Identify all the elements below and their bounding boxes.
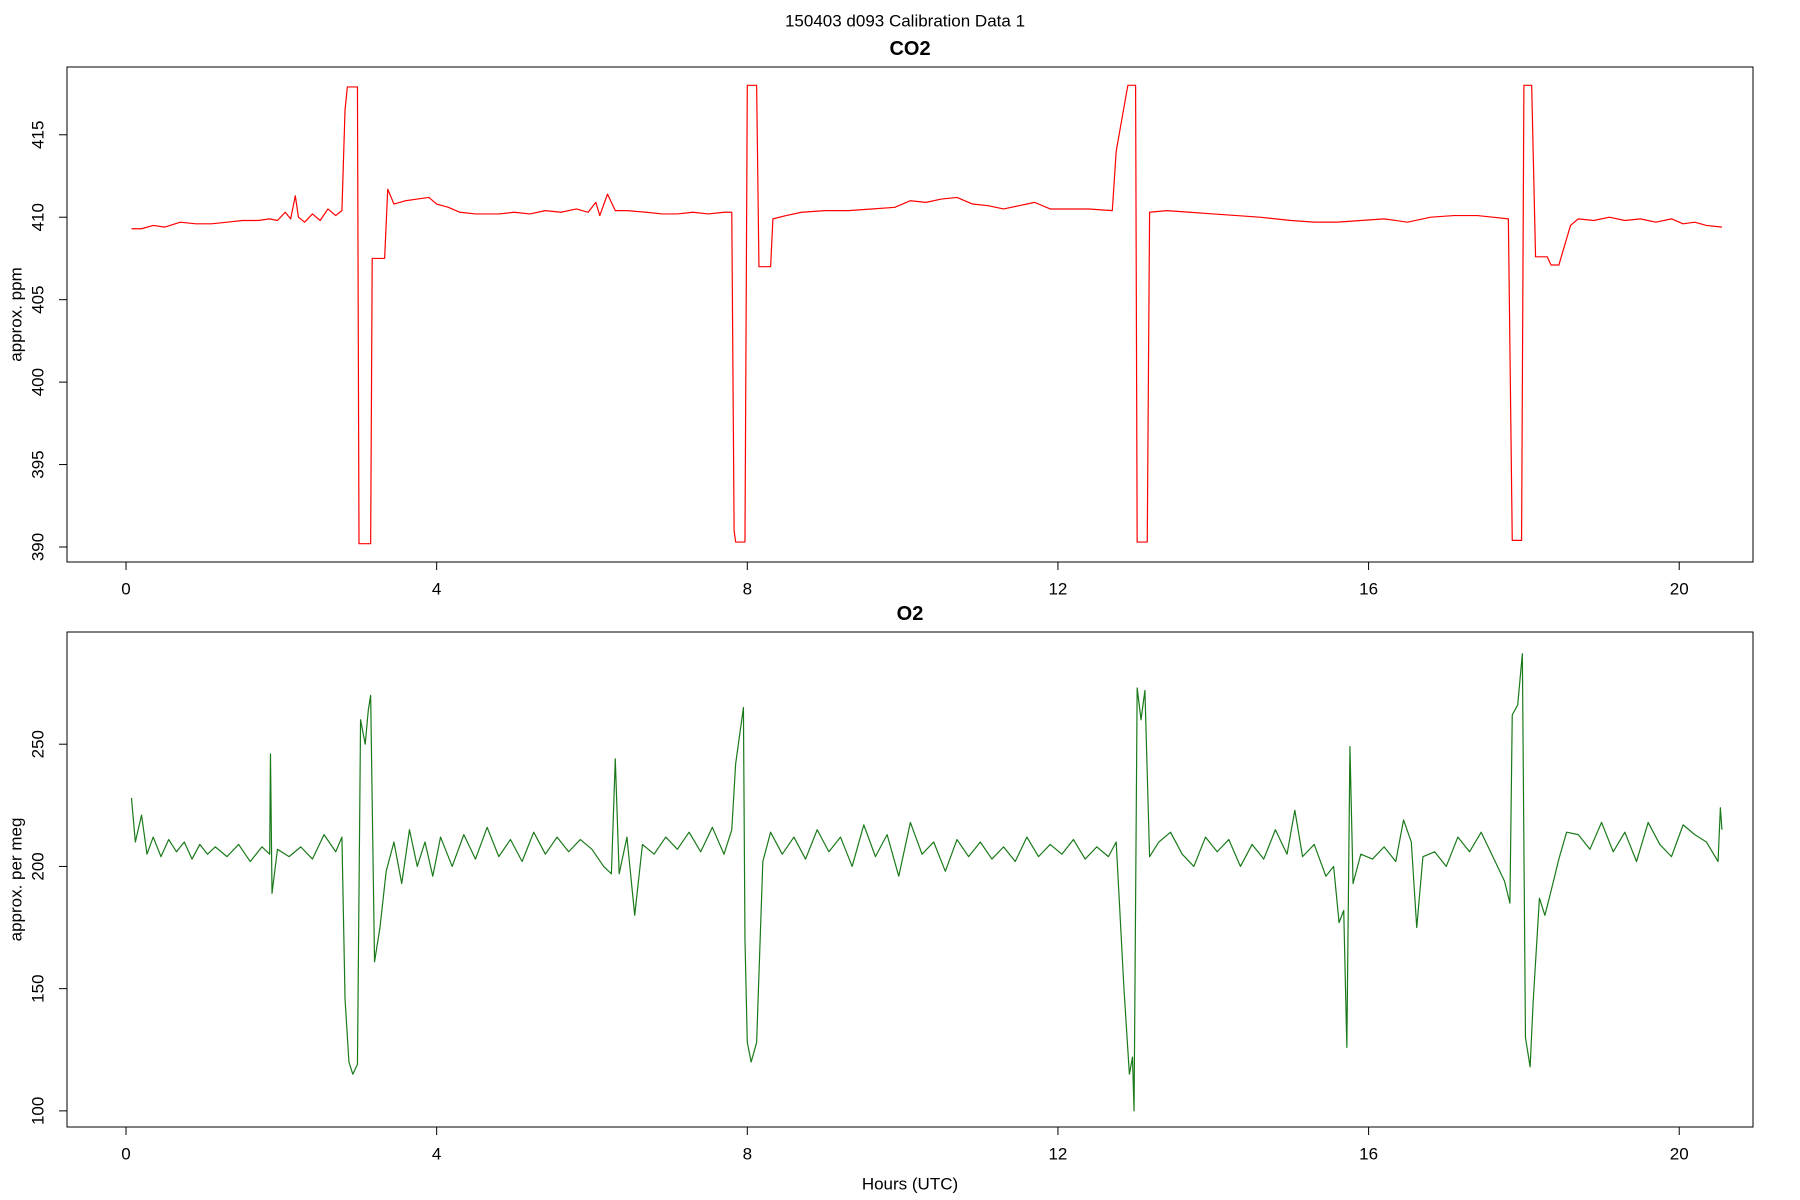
y-tick-label: 250 — [28, 730, 47, 758]
y-tick-label: 150 — [28, 974, 47, 1002]
plot-frame — [66, 66, 1754, 563]
y-tick-label: 410 — [28, 203, 47, 231]
figure-title: 150403 d093 Calibration Data 1 — [785, 11, 1025, 30]
x-tick-label: 8 — [743, 579, 752, 598]
y-tick-label: 200 — [28, 852, 47, 880]
y-tick-label: 405 — [28, 285, 47, 313]
y-tick-label: 400 — [28, 368, 47, 396]
chart-title: CO2 — [889, 38, 930, 60]
x-tick-label: 0 — [121, 579, 130, 598]
y-axis-label: approx. per meg — [6, 818, 25, 942]
x-tick-label: 12 — [1048, 1144, 1067, 1163]
data-line — [131, 84, 1723, 545]
x-tick-label: 20 — [1670, 1144, 1689, 1163]
x-tick-label: 16 — [1359, 1144, 1378, 1163]
x-tick-label: 20 — [1670, 579, 1689, 598]
x-tick-label: 12 — [1048, 579, 1067, 598]
y-tick-label: 100 — [28, 1097, 47, 1125]
x-tick-label: 0 — [121, 1144, 130, 1163]
x-axis-label: Hours (UTC) — [862, 1174, 958, 1193]
x-tick-label: 16 — [1359, 579, 1378, 598]
data-line — [130, 653, 1723, 1112]
y-tick-label: 395 — [28, 450, 47, 478]
y-tick-label: 415 — [28, 121, 47, 149]
chart-title: O2 — [897, 603, 924, 625]
x-tick-label: 8 — [743, 1144, 752, 1163]
x-tick-label: 4 — [432, 579, 441, 598]
plot-frame — [66, 631, 1754, 1128]
y-tick-label: 390 — [28, 533, 47, 561]
y-axis-label: approx. ppm — [6, 267, 25, 362]
x-tick-label: 4 — [432, 1144, 441, 1163]
